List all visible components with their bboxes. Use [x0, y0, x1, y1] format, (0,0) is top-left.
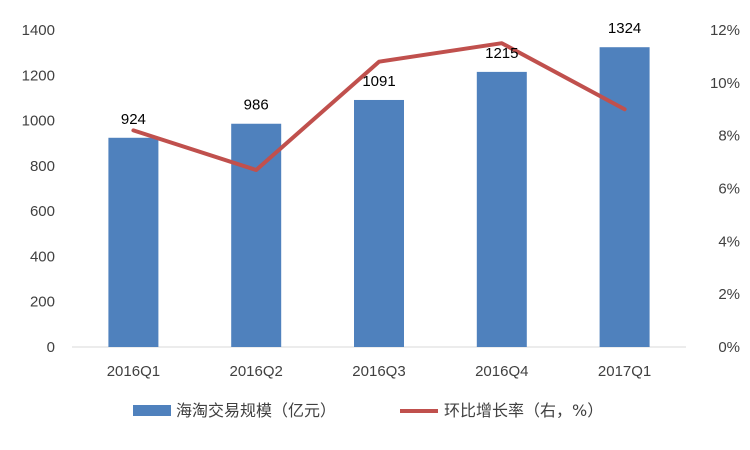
right-tick-label: 12% — [710, 22, 740, 39]
left-tick-label: 1200 — [22, 67, 55, 84]
legend-line-label: 环比增长率（右，%） — [444, 401, 603, 420]
right-tick-label: 0% — [718, 339, 740, 356]
legend: 海淘交易规模（亿元） 环比增长率（右，%） — [133, 401, 603, 420]
bar — [354, 99, 404, 347]
right-tick-label: 8% — [718, 128, 740, 145]
left-tick-label: 600 — [30, 203, 55, 220]
right-tick-label: 10% — [710, 75, 740, 92]
bar-series — [108, 47, 650, 348]
right-tick-label: 4% — [718, 233, 740, 250]
bar-data-label: 1091 — [362, 73, 395, 90]
bar-data-label: 986 — [244, 97, 269, 114]
bar — [476, 71, 527, 347]
category-label: 2017Q1 — [598, 363, 651, 380]
bar — [599, 47, 650, 348]
left-tick-label: 400 — [30, 248, 55, 265]
left-tick-label: 200 — [30, 294, 55, 311]
bar — [231, 123, 282, 348]
right-axis-ticks: 0% 2% 4% 6% 8% 10% 12% — [710, 22, 740, 356]
bar-data-label: 1215 — [485, 45, 518, 62]
right-tick-label: 2% — [718, 286, 740, 303]
bar-data-labels: 924 986 1091 1215 1324 — [121, 20, 641, 128]
left-tick-label: 0 — [47, 339, 55, 356]
category-label: 2016Q3 — [352, 363, 405, 380]
bar-data-label: 1324 — [608, 20, 641, 37]
left-tick-label: 800 — [30, 158, 55, 175]
category-label: 2016Q1 — [107, 363, 160, 380]
left-tick-label: 1000 — [22, 113, 55, 130]
left-axis-ticks: 0 200 400 600 800 1000 1200 1400 — [22, 22, 55, 356]
left-tick-label: 1400 — [22, 22, 55, 39]
category-label: 2016Q2 — [230, 363, 283, 380]
category-label: 2016Q4 — [475, 363, 528, 380]
category-labels: 2016Q1 2016Q2 2016Q3 2016Q4 2017Q1 — [107, 363, 652, 380]
bar-data-label: 924 — [121, 111, 146, 128]
legend-bar-label: 海淘交易规模（亿元） — [176, 401, 336, 420]
bar — [108, 137, 159, 347]
growth-rate-line — [131, 41, 627, 173]
right-tick-label: 6% — [718, 181, 740, 198]
legend-bar-swatch — [133, 405, 171, 416]
